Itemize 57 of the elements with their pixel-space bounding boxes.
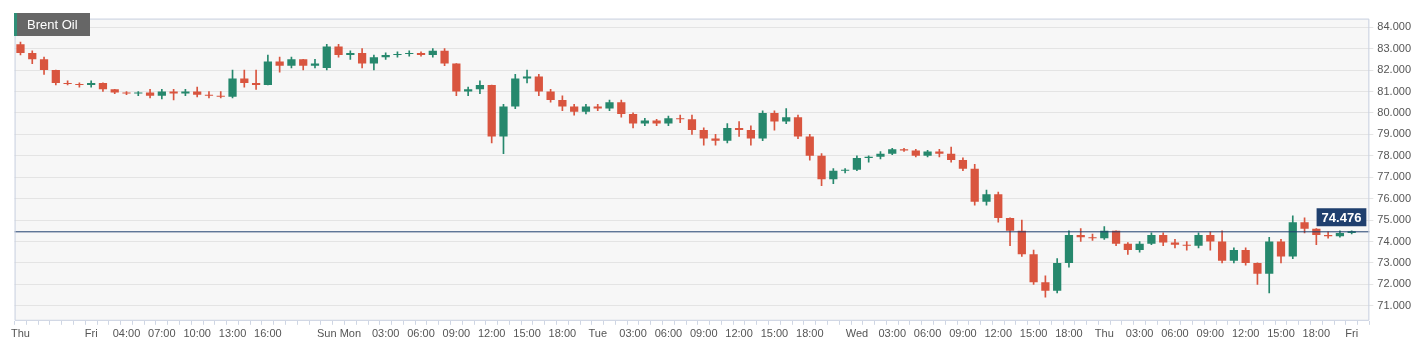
- y-tick-label: 71.000: [1377, 298, 1412, 311]
- x-tick-label: 18:00: [1302, 327, 1331, 340]
- y-tick-label: 76.000: [1377, 191, 1412, 204]
- x-tick-label: 09:00: [1196, 327, 1225, 340]
- x-tick-label: 03:00: [371, 327, 400, 340]
- x-tick-label: 03:00: [878, 327, 907, 340]
- x-tick-label: 16:00: [254, 327, 282, 340]
- y-tick-label: 79.000: [1377, 127, 1412, 140]
- y-tick-label: 83.000: [1377, 41, 1412, 54]
- x-tick-label: 06:00: [654, 327, 683, 340]
- x-tick-label: 18:00: [796, 327, 824, 340]
- ref-line-label: 74.476: [1321, 209, 1362, 225]
- x-tick-label: 09:00: [689, 327, 718, 340]
- x-tick-label: 06:00: [407, 327, 435, 340]
- x-tick-label: 09:00: [949, 327, 977, 340]
- y-tick-label: 82.000: [1377, 63, 1412, 76]
- x-tick-label: 12:00: [725, 327, 753, 340]
- y-tick-label: 74.000: [1377, 234, 1412, 247]
- y-tick-label: 72.000: [1377, 277, 1412, 290]
- x-tick-label: 12:00: [1231, 327, 1260, 340]
- candlestick: [240, 69, 249, 88]
- x-tick-label: 18:00: [548, 327, 577, 340]
- y-tick-label: 75.000: [1377, 213, 1412, 226]
- x-tick-label: Mon: [339, 327, 362, 340]
- x-tick-label: 15:00: [760, 327, 789, 340]
- x-tick-label: Thu: [10, 327, 30, 340]
- y-tick-label: 80.000: [1377, 105, 1412, 118]
- x-tick-label: 15:00: [513, 327, 541, 340]
- y-tick-label: 81.000: [1377, 84, 1412, 97]
- x-tick-label: 15:00: [1267, 327, 1295, 340]
- x-tick-label: 03:00: [619, 327, 647, 340]
- y-tick-label: 78.000: [1377, 148, 1412, 161]
- y-tick-label: 77.000: [1377, 170, 1412, 183]
- x-tick-label: Thu: [1094, 327, 1114, 340]
- candlestick: [522, 69, 532, 84]
- x-tick-label: Tue: [588, 327, 607, 340]
- x-tick-label: 06:00: [1161, 327, 1189, 340]
- x-tick-label: Fri: [84, 327, 98, 340]
- candlestick: [475, 80, 485, 94]
- x-tick-label: Wed: [845, 327, 869, 340]
- y-tick-label: 73.000: [1377, 255, 1412, 268]
- x-tick-label: 04:00: [112, 327, 141, 340]
- candlestick: [782, 108, 791, 124]
- x-tick-label: Sun: [316, 327, 337, 340]
- x-tick-label: 18:00: [1055, 327, 1083, 340]
- y-tick-label: 84.000: [1377, 20, 1412, 33]
- x-tick-label: 09:00: [442, 327, 471, 340]
- chart-title: Brent Oil: [14, 13, 90, 36]
- x-tick-label: 15:00: [1019, 327, 1048, 340]
- x-tick-label: Fri: [1345, 327, 1359, 340]
- x-tick-label: 13:00: [218, 327, 247, 340]
- x-tick-label: 06:00: [913, 327, 942, 340]
- x-tick-label: 10:00: [183, 327, 211, 340]
- x-tick-label: 03:00: [1125, 327, 1154, 340]
- x-tick-label: 12:00: [477, 327, 506, 340]
- x-tick-label: 07:00: [148, 327, 176, 340]
- x-tick-label: 12:00: [984, 327, 1013, 340]
